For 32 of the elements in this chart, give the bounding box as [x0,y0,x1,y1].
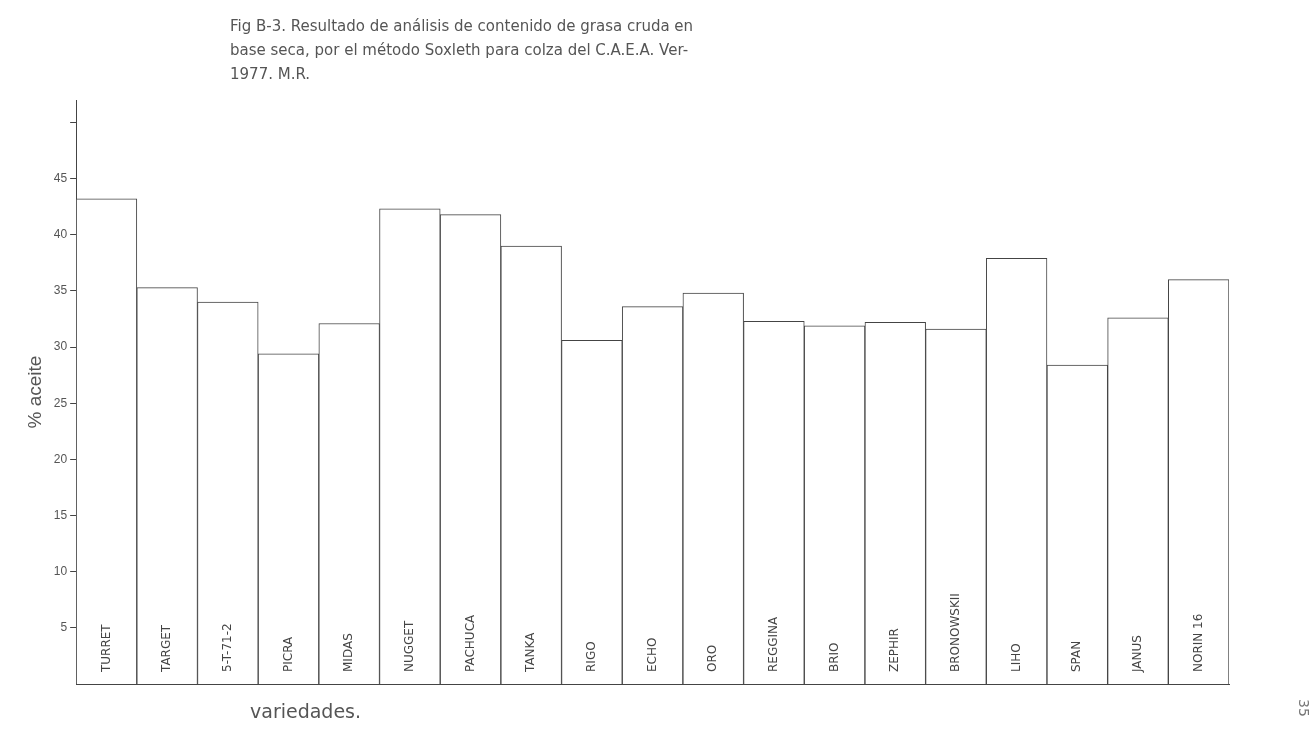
y-tick-label: 45 [53,170,68,185]
x-tick-label: BRONOWSKII [948,593,963,672]
y-tick-label: 5 [60,620,68,635]
x-tick-label: PICRA [280,635,295,672]
text: 35 [1296,699,1309,717]
x-tick-label: SPAN [1069,640,1084,672]
x-tick-label: 5-T-71-2 [219,623,234,672]
y-tick-label: 40 [53,227,68,242]
x-tick-label: RIGO [584,641,599,672]
x-tick-label: LIHO [1008,643,1023,672]
x-axis-title: variedades. [250,700,362,722]
y-tick-label: 35 [53,283,68,298]
y-tick-label: 25 [53,395,68,410]
chart-title: Fig B-3. Resultado de análisis de contenido de grasa cruda en base seca, por el método Soxleth para colza del C.A.E.A. Ver-1977. M.R. [230,16,695,85]
x-tick-label: BRIO [826,642,841,672]
x-tick-label: REGGINA [766,615,781,672]
x-tick-label: ECHO [644,637,659,672]
x-tick-label: ZEPHIR [887,628,902,672]
y-tick-label: 15 [53,507,68,522]
y-tick-label: 30 [53,339,68,354]
x-tick-label: TARGET [159,624,174,673]
x-tick-label: PACHUCA [462,613,477,672]
x-tick-label: TANKA [523,631,538,673]
x-tick-label: TURRET [98,623,113,673]
x-tick-label: ORO [705,644,720,672]
x-tick-label: NORIN 16 [1190,613,1205,672]
x-tick-label: NUGGET [401,620,416,672]
y-axis-title: % aceite [23,355,45,429]
x-tick-label: MIDAS [341,633,356,672]
y-tick-label: 10 [53,564,68,578]
x-tick-label: JANUS [1130,635,1145,673]
y-tick-label: 20 [53,451,68,466]
